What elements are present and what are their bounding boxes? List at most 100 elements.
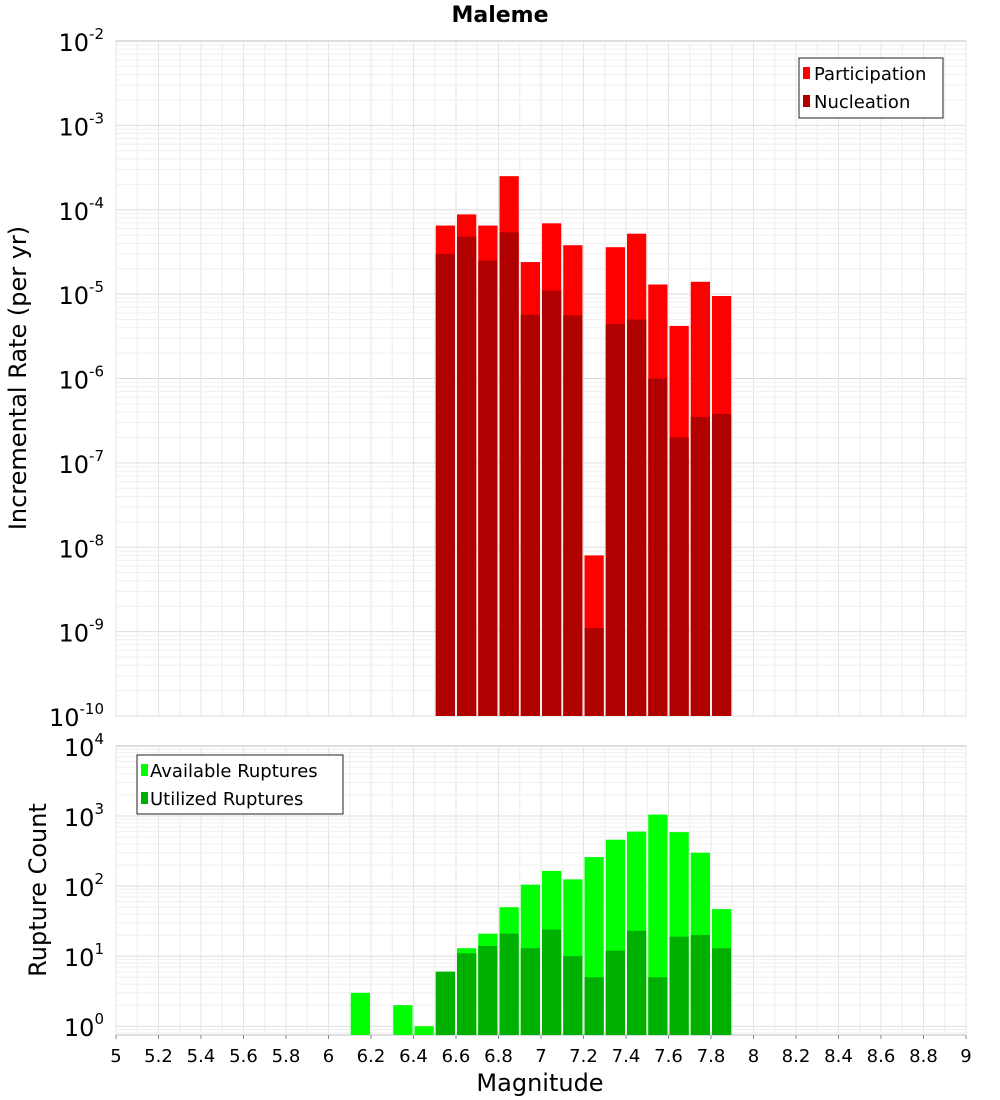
x-tick-label: 8.2 (782, 1046, 811, 1067)
bar-nucleation (648, 378, 668, 716)
y-tick-base: 10 (58, 620, 89, 648)
x-tick-label: 7 (535, 1046, 546, 1067)
y-tick-exponent: -9 (89, 616, 104, 634)
x-tick-label: 5.2 (144, 1046, 173, 1067)
x-tick-label: 5.8 (272, 1046, 301, 1067)
y-tick-base: 10 (58, 29, 89, 57)
y-tick-exponent: -2 (89, 25, 104, 43)
bar-nucleation (457, 236, 477, 716)
x-tick-label: 7.6 (654, 1046, 683, 1067)
bar-utilized-ruptures (457, 953, 477, 1035)
legend-item-nucleation: Nucleation (803, 92, 910, 113)
legend-item-participation: Participation (803, 64, 926, 85)
x-tick-label: 8.8 (909, 1046, 938, 1067)
x-tick-label: 8.4 (824, 1046, 853, 1067)
y-tick-base: 10 (58, 451, 89, 479)
chart-title: Maleme (451, 3, 548, 28)
bar-available-ruptures (350, 992, 370, 1035)
y-tick-label: 101 (64, 940, 104, 972)
x-tick-label: 7.4 (612, 1046, 641, 1067)
x-tick-label: 6.8 (484, 1046, 513, 1067)
x-tick-label: 8 (748, 1046, 759, 1067)
bar-available-ruptures (393, 1005, 413, 1035)
y-tick-exponent: 3 (94, 800, 104, 818)
y-tick-label: 10-10 (49, 700, 104, 732)
y-tick-base: 10 (58, 198, 89, 226)
y-tick-base: 10 (64, 804, 95, 832)
y-tick-label: 104 (64, 730, 104, 762)
x-tick-label: 6.2 (357, 1046, 386, 1067)
y-tick-label: 10-6 (58, 363, 104, 395)
y-tick-label: 100 (64, 1010, 104, 1042)
bar-utilized-ruptures (563, 956, 583, 1035)
bar-nucleation (563, 315, 583, 716)
legend-item-utilized-ruptures: Utilized Ruptures (141, 789, 303, 810)
bar-utilized-ruptures (712, 948, 732, 1035)
y-tick-base: 10 (64, 944, 95, 972)
top-y-axis-label: Incremental Rate (per yr) (4, 226, 32, 530)
legend-swatch-nucleation (803, 95, 810, 107)
y-tick-exponent: -4 (89, 194, 104, 212)
y-tick-base: 10 (64, 734, 95, 762)
top-grid (115, 41, 967, 717)
bar-nucleation (669, 437, 689, 716)
y-tick-exponent: 4 (94, 730, 104, 748)
y-tick-exponent: -5 (89, 278, 104, 296)
y-tick-base: 10 (58, 367, 89, 395)
x-tick-label: 9 (960, 1046, 971, 1067)
top-legend-box (798, 57, 944, 119)
bar-nucleation (712, 413, 732, 716)
y-tick-exponent: -6 (89, 363, 104, 381)
x-axis-label: Magnitude (476, 1069, 603, 1097)
x-tick-label: 6 (323, 1046, 334, 1067)
legend-item-available-ruptures: Available Ruptures (141, 761, 318, 782)
bottom-y-axis-label: Rupture Count (24, 803, 52, 977)
bar-nucleation (690, 416, 710, 716)
y-tick-label: 103 (64, 800, 104, 832)
x-tick-label: 6.4 (399, 1046, 428, 1067)
bar-nucleation (542, 290, 562, 716)
y-tick-label: 10-4 (58, 194, 104, 226)
legend-label-nucleation: Nucleation (814, 92, 910, 113)
y-tick-base: 10 (49, 704, 80, 732)
bar-utilized-ruptures (605, 950, 625, 1035)
y-tick-label: 10-9 (58, 616, 104, 648)
y-tick-exponent: -7 (89, 447, 104, 465)
bar-utilized-ruptures (499, 933, 519, 1035)
bar-available-ruptures (414, 1026, 434, 1035)
y-tick-base: 10 (58, 282, 89, 310)
x-tick-label: 5 (110, 1046, 121, 1067)
y-tick-exponent: 1 (94, 940, 104, 958)
bar-utilized-ruptures (435, 971, 455, 1035)
bottom-legend: Available Ruptures Utilized Ruptures (136, 754, 344, 815)
y-tick-label: 10-5 (58, 278, 104, 310)
y-tick-exponent: -8 (89, 531, 104, 549)
bar-utilized-ruptures (584, 977, 604, 1035)
bar-nucleation (584, 628, 604, 716)
bar-nucleation (435, 253, 455, 716)
y-tick-base: 10 (64, 1014, 95, 1042)
y-tick-base: 10 (58, 535, 89, 563)
legend-label-participation: Participation (814, 64, 926, 85)
bar-nucleation (478, 260, 498, 716)
y-tick-exponent: -10 (80, 700, 105, 718)
y-tick-exponent: 0 (94, 1010, 104, 1028)
bottom-bars (350, 814, 732, 1035)
y-tick-label: 10-7 (58, 447, 104, 479)
y-tick-exponent: 2 (94, 870, 104, 888)
bar-utilized-ruptures (520, 948, 540, 1035)
top-legend: Participation Nucleation (798, 57, 944, 119)
bar-nucleation (499, 232, 519, 716)
bar-nucleation (605, 324, 625, 716)
y-tick-label: 10-8 (58, 531, 104, 563)
bar-utilized-ruptures (478, 945, 498, 1035)
bar-utilized-ruptures (690, 935, 710, 1035)
bar-nucleation (520, 314, 540, 716)
legend-swatch-utilized (141, 792, 148, 804)
x-tick-label: 6.6 (442, 1046, 471, 1067)
bottom-legend-box (136, 754, 344, 815)
